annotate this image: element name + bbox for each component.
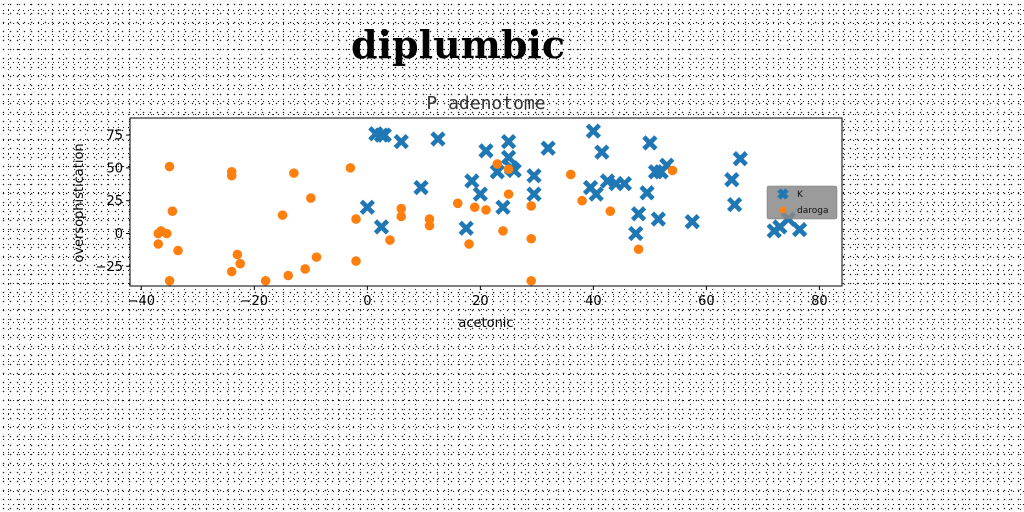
point-k — [727, 196, 743, 213]
point-daroga — [633, 244, 644, 255]
axis-ticks: −40 −20 0 20 40 60 80 −25 0 25 50 75 — [96, 129, 828, 309]
point-daroga — [289, 168, 299, 178]
point-daroga — [526, 275, 537, 286]
point-daroga — [577, 195, 587, 206]
point-k — [495, 199, 511, 215]
legend-label-daroga: daroga — [797, 206, 828, 216]
x-tick-label: −20 — [241, 294, 268, 309]
point-daroga — [424, 214, 435, 224]
point-daroga — [503, 164, 514, 174]
point-daroga — [469, 202, 480, 213]
legend-marker-daroga — [779, 206, 787, 214]
point-daroga — [173, 245, 183, 256]
point-daroga — [351, 214, 361, 224]
point-daroga — [605, 206, 616, 216]
point-k — [458, 220, 474, 236]
point-daroga — [424, 220, 435, 231]
point-k — [639, 185, 655, 201]
point-daroga — [396, 203, 407, 214]
point-daroga — [492, 159, 503, 169]
point-daroga — [351, 256, 361, 266]
point-k — [413, 179, 429, 196]
point-daroga — [277, 210, 288, 220]
plot-title: P adenotome — [426, 93, 545, 114]
point-k — [478, 143, 494, 159]
point-daroga — [226, 170, 237, 181]
figure-title: diplumbic — [351, 22, 565, 67]
point-daroga — [526, 233, 537, 244]
point-daroga — [311, 252, 322, 262]
point-daroga — [232, 249, 243, 260]
point-k — [359, 199, 375, 215]
y-tick-label: 75 — [106, 129, 123, 144]
point-k — [791, 221, 808, 238]
y-tick-label: 0 — [115, 227, 123, 242]
point-k — [489, 164, 505, 180]
point-daroga — [565, 169, 576, 180]
point-daroga — [667, 165, 678, 176]
point-daroga — [164, 275, 175, 286]
x-tick-label: −40 — [128, 294, 155, 309]
point-k — [540, 140, 556, 156]
y-tick-label: 25 — [106, 194, 123, 209]
y-tick-label: 50 — [106, 161, 123, 176]
point-k — [430, 131, 446, 147]
point-daroga — [153, 239, 164, 249]
point-k — [594, 144, 610, 160]
point-k — [628, 225, 644, 242]
point-daroga — [164, 161, 175, 172]
y-tick-label: −25 — [96, 260, 123, 275]
legend-circle-marker — [779, 206, 787, 214]
x-axis-label: acetonic — [458, 316, 513, 331]
point-k — [585, 123, 601, 139]
legend: K daroga — [766, 185, 838, 220]
plot-area — [129, 117, 843, 287]
point-daroga — [526, 201, 537, 211]
point-k — [630, 206, 647, 222]
point-daroga — [306, 193, 316, 203]
point-k — [373, 219, 390, 235]
x-tick-label: 40 — [585, 294, 602, 309]
point-k — [526, 168, 542, 184]
point-k — [526, 186, 542, 202]
y-axis-label: oversophistication — [72, 143, 87, 262]
x-tick-label: 60 — [698, 294, 715, 309]
point-daroga — [260, 275, 271, 286]
point-daroga — [503, 189, 514, 199]
x-tick-label: 80 — [811, 294, 828, 309]
point-daroga — [385, 235, 395, 245]
data-points — [153, 123, 808, 286]
point-daroga — [283, 270, 294, 281]
x-tick-label: 0 — [363, 294, 371, 309]
point-k — [732, 151, 748, 167]
point-k — [616, 175, 633, 192]
point-k — [464, 173, 480, 189]
legend-marker-k — [777, 188, 789, 200]
point-k — [650, 211, 666, 227]
point-daroga — [226, 266, 237, 277]
point-daroga — [498, 226, 508, 236]
point-daroga — [345, 163, 356, 173]
point-k — [724, 172, 740, 188]
point-k — [393, 133, 409, 150]
point-k — [684, 214, 700, 230]
point-k — [642, 135, 658, 151]
legend-x-marker — [777, 188, 789, 200]
legend-label-k: K — [797, 190, 804, 200]
point-k — [376, 127, 392, 143]
point-daroga — [167, 206, 178, 216]
point-daroga — [452, 198, 463, 209]
point-daroga — [235, 258, 245, 269]
point-k — [472, 186, 488, 202]
point-daroga — [300, 264, 310, 274]
point-daroga — [481, 205, 491, 215]
point-daroga — [161, 228, 172, 239]
x-tick-label: 20 — [472, 294, 489, 309]
point-daroga — [464, 239, 474, 249]
point-k — [500, 133, 517, 150]
point-daroga — [396, 211, 407, 222]
point-k — [588, 186, 604, 202]
point-k — [500, 149, 517, 166]
